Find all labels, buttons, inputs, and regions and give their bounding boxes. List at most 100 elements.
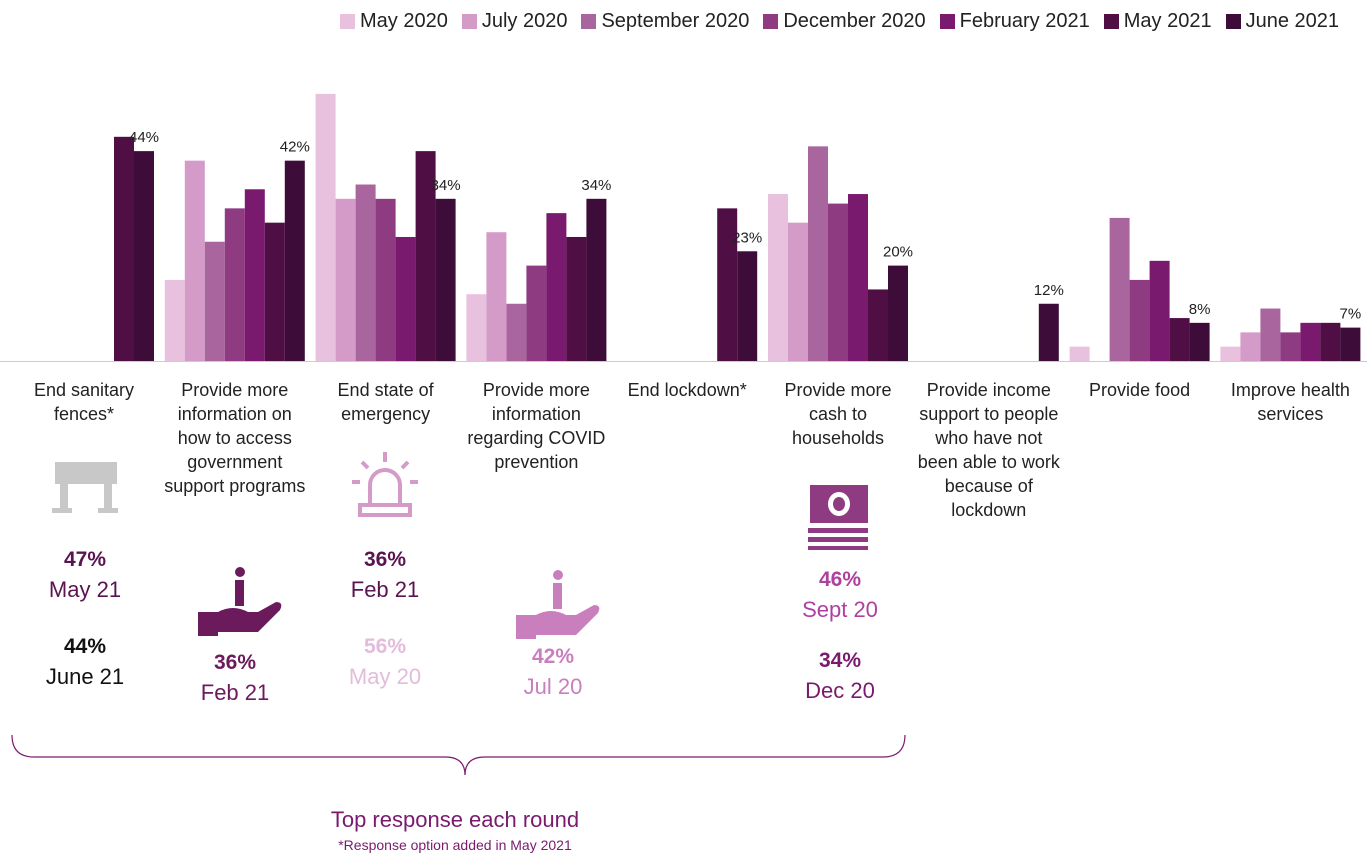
bar [335, 198, 356, 361]
bar [264, 222, 285, 361]
annotation-round: May 21 [48, 577, 122, 602]
category-label: End sanitary fences* [33, 380, 135, 424]
legend-item: December 2020 [763, 10, 926, 33]
footnote: *Response option added in May 2021 [338, 837, 572, 853]
bar [566, 236, 587, 361]
bar [1149, 260, 1170, 361]
bar [315, 93, 336, 361]
annotation-value: 36% [363, 548, 407, 571]
bar [1069, 346, 1090, 361]
legend-label: May 2020 [359, 10, 448, 32]
data-label: 20% [883, 244, 913, 261]
bar [848, 194, 868, 361]
annotation-round: Dec 20 [805, 678, 875, 703]
bar [586, 198, 607, 361]
bar [546, 213, 567, 361]
annotation: 46% Sept 20 [760, 565, 920, 625]
bar [868, 289, 888, 361]
bar [435, 198, 456, 361]
data-label: 42% [280, 139, 310, 156]
annotation: 36% Feb 21 [305, 545, 465, 605]
bar [788, 222, 808, 361]
bar [134, 151, 154, 361]
data-label: 34% [431, 177, 461, 194]
legend-label: September 2020 [601, 10, 750, 32]
bar [1169, 318, 1190, 361]
bar [114, 136, 134, 361]
legend-swatch [581, 14, 597, 29]
bar [204, 241, 225, 361]
annotation-round: Sept 20 [802, 597, 878, 622]
bar [1129, 279, 1150, 361]
bracket-label: Top response each round [331, 807, 579, 832]
data-label: 12% [1034, 282, 1064, 299]
legend-label: June 2021 [1245, 10, 1339, 32]
annotation: 44% June 21 [5, 632, 165, 692]
data-label: 34% [581, 177, 611, 194]
info-hand-icon [516, 570, 600, 639]
legend-swatch [1225, 14, 1241, 29]
annotation-value: 46% [818, 568, 862, 591]
info-hand-icon [198, 567, 282, 636]
annotation: 36% Feb 21 [155, 648, 315, 708]
annotation: 47% May 21 [5, 545, 165, 605]
annotation: 42% Jul 20 [473, 642, 633, 702]
bar [1260, 308, 1281, 361]
legend-label: May 2021 [1123, 10, 1212, 32]
legend-item: February 2021 [939, 10, 1090, 33]
legend-label: February 2021 [959, 10, 1090, 32]
data-label: 44% [129, 129, 159, 146]
category-label: Improve health services [1230, 380, 1350, 424]
bar [808, 146, 828, 361]
annotation-value: 36% [213, 651, 257, 674]
bar [768, 194, 788, 361]
bar [284, 160, 305, 361]
bar [828, 203, 848, 361]
legend-swatch [461, 14, 477, 29]
annotation-value: 34% [818, 649, 862, 672]
annotation-value: 56% [363, 635, 407, 658]
legend-swatch [339, 14, 355, 29]
bracket [11, 734, 906, 776]
annotation: 56% May 20 [305, 632, 465, 692]
bar [888, 265, 908, 361]
bar [717, 208, 738, 361]
category-label: End lockdown* [627, 380, 747, 400]
legend-swatch [939, 14, 955, 29]
category-label: Provide more cash to households [784, 380, 892, 448]
annotation-value: 47% [63, 548, 107, 571]
bar [375, 198, 396, 361]
category-label: End state of emergency [337, 380, 434, 424]
legend-item: September 2020 [581, 10, 749, 33]
legend-item: July 2020 [461, 10, 567, 33]
bar [1300, 322, 1321, 361]
legend-item: June 2021 [1225, 10, 1339, 33]
data-label: 7% [1340, 306, 1362, 323]
bar [244, 189, 265, 361]
data-label: 8% [1189, 301, 1211, 318]
annotation-round: June 21 [45, 664, 125, 689]
legend-item: May 2021 [1103, 10, 1212, 33]
bar [224, 208, 245, 361]
data-label: 23% [732, 229, 762, 246]
bar [486, 232, 507, 361]
bar [1220, 346, 1241, 361]
legend: May 2020 July 2020 September 2020 December … [339, 10, 1339, 33]
category-label: Provide more information on how to acces… [164, 380, 306, 496]
bar [355, 184, 376, 361]
annotation: 34% Dec 20 [760, 646, 920, 706]
bar [415, 151, 436, 361]
annotation-value: 44% [63, 635, 107, 658]
annotation-round: Feb 21 [350, 577, 420, 602]
category-label: Provide more information regarding COVID… [467, 380, 606, 472]
bar [164, 279, 185, 361]
bar [1109, 217, 1130, 361]
legend-swatch [1103, 14, 1119, 29]
barrier-icon [52, 462, 118, 513]
legend-item: May 2020 [339, 10, 448, 33]
bar [1340, 327, 1361, 361]
bar [737, 251, 758, 361]
bar [184, 160, 205, 361]
bar [1240, 332, 1261, 361]
